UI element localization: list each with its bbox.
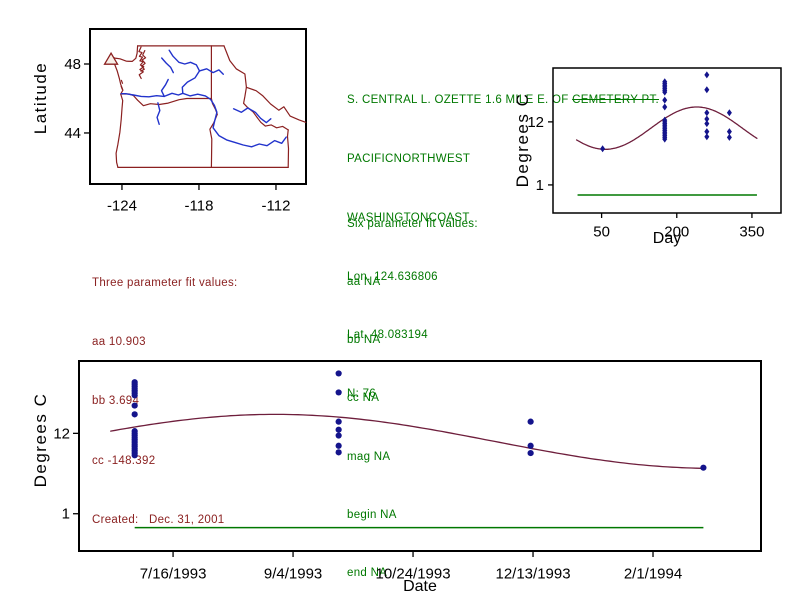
station-subregion: WASHINGTONCOAST — [347, 211, 470, 224]
svg-text:44: 44 — [64, 125, 81, 142]
svg-text:7/16/1993: 7/16/1993 — [140, 565, 207, 582]
svg-text:Date: Date — [403, 578, 437, 595]
day-of-year-scatter-chart: 50 200 350 12 1 Day Degrees C — [513, 67, 782, 247]
svg-text:200: 200 — [664, 223, 689, 240]
svg-text:2/1/1994: 2/1/1994 — [624, 565, 682, 582]
station-info-block: S. CENTRAL L. OZETTE 1.6 MILE E. OF CEME… — [347, 52, 659, 444]
six-param-begin: begin NA — [347, 508, 397, 521]
svg-text:48: 48 — [64, 56, 81, 73]
six-param-end: end NA — [347, 567, 388, 580]
six-param-bb: bb NA — [347, 334, 381, 347]
svg-text:50: 50 — [593, 223, 610, 240]
svg-text:1: 1 — [62, 506, 70, 523]
svg-text:Day: Day — [653, 230, 681, 247]
svg-text:-124: -124 — [107, 197, 137, 214]
six-param-mag: mag NA — [347, 450, 391, 463]
station-title-struck: CEMETERY PT. — [572, 94, 659, 107]
date-scatter-chart: 7/16/1993 9/4/1993 10/24/1993 12/13/1993 2/1… — [31, 360, 762, 595]
svg-text:1: 1 — [536, 177, 544, 194]
station-title: S. CENTRAL L. OZETTE 1.6 MILE E. OF CEME… — [347, 91, 659, 111]
svg-text:350: 350 — [739, 223, 764, 240]
three-param-heading: Three parameter fit values: — [92, 276, 238, 289]
three-param-bb: bb 3.694 — [92, 395, 140, 408]
station-location-triangle-marker — [103, 51, 119, 65]
svg-text:-118: -118 — [185, 197, 214, 214]
station-sample-count: N: 76 — [347, 388, 376, 401]
svg-text:-112: -112 — [262, 197, 291, 214]
station-longitude: Lon. 124.636806 — [347, 270, 438, 283]
svg-text:12: 12 — [527, 114, 544, 131]
station-latitude: Lat. 48.083194 — [347, 329, 428, 342]
svg-text:9/4/1993: 9/4/1993 — [264, 565, 322, 582]
six-param-aa: aa NA — [347, 276, 381, 289]
location-map-chart: -124 -118 -112 48 44 Latitude — [31, 28, 307, 214]
created-date: Created: Dec. 31, 2001 — [92, 514, 225, 527]
svg-text:Degrees C: Degrees C — [31, 393, 50, 488]
svg-text:12: 12 — [53, 425, 70, 442]
svg-text:Degrees C: Degrees C — [513, 93, 532, 188]
svg-text:10/24/1993: 10/24/1993 — [376, 565, 451, 582]
six-param-heading: Six parameter fit values: — [347, 217, 478, 230]
six-param-block: Six parameter fit values: aa NA bb NA cc… — [347, 176, 478, 611]
station-region: PACIFICNORTHWEST — [347, 152, 471, 165]
svg-text:12/13/1993: 12/13/1993 — [495, 565, 570, 582]
station-title-prefix: S. CENTRAL L. OZETTE 1.6 MILE E. OF — [347, 94, 573, 107]
svg-text:Latitude: Latitude — [31, 62, 50, 135]
three-param-aa: aa 10.903 — [92, 335, 146, 348]
three-param-cc: cc -148.392 — [92, 454, 156, 467]
six-param-cc: cc NA — [347, 392, 380, 405]
three-param-block: Three parameter fit values: aa 10.903 bb… — [92, 234, 238, 571]
